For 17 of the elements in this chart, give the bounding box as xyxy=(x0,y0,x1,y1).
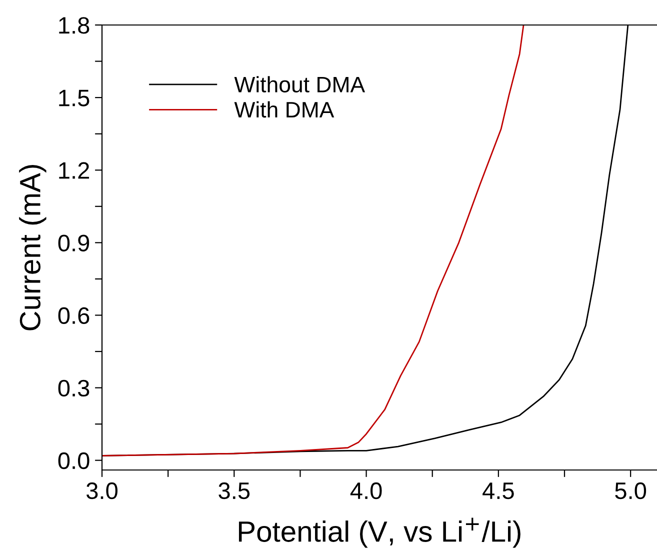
y-tick-label: 0.0 xyxy=(58,452,90,470)
legend-label: With DMA xyxy=(234,101,334,118)
y-tick-label: 0.6 xyxy=(58,307,90,324)
y-tick-label: 0.3 xyxy=(58,380,90,397)
x-tick-label: 4.5 xyxy=(482,482,514,500)
y-axis-title: Current (mA) xyxy=(19,165,46,330)
x-tick-label: 5.0 xyxy=(615,482,646,500)
x-tick-label: 3.0 xyxy=(86,482,118,500)
line-series xyxy=(102,25,524,456)
legend-label: Without DMA xyxy=(234,76,366,92)
y-tick-label: 0.9 xyxy=(58,234,90,252)
x-tick-label: 3.5 xyxy=(218,482,250,500)
y-tick-label: 1.5 xyxy=(59,90,90,106)
x-tick-label: 4.0 xyxy=(350,482,382,500)
x-axis-title: Potential (V, vs Li$^{+}$/Li) xyxy=(238,518,520,548)
y-tick-label: 1.2 xyxy=(59,162,90,179)
y-tick-label: 1.8 xyxy=(59,17,90,34)
